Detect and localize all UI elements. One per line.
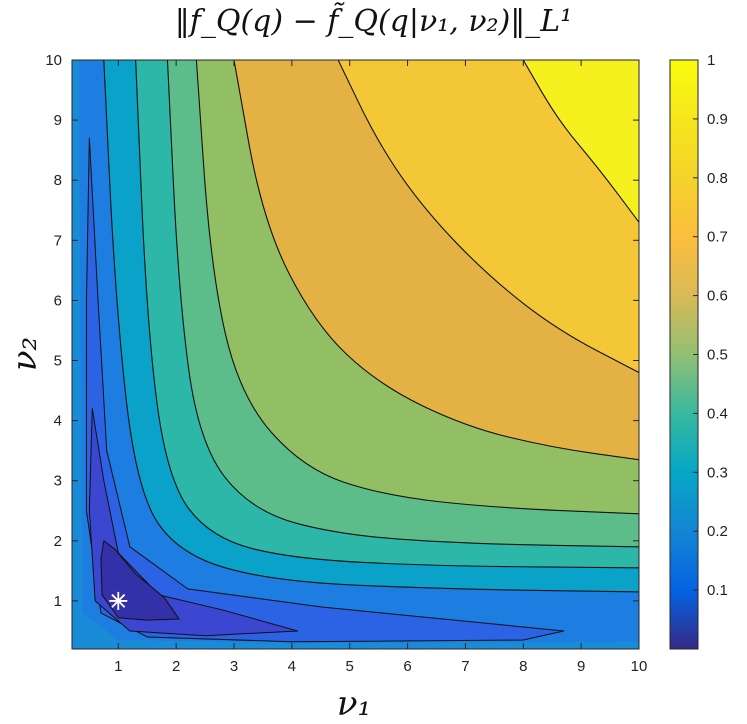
colorbar-tick-label: 0.2 bbox=[707, 523, 728, 540]
y-axis-ticks: 1 2 3 4 5 6 7 8 9 10 bbox=[45, 52, 639, 610]
contour-line bbox=[337, 60, 639, 374]
x-tick-label: 10 bbox=[631, 658, 648, 675]
colorbar-tick-label: 0.9 bbox=[707, 111, 728, 128]
colorbar-tick-label: 0.5 bbox=[707, 347, 728, 364]
contour-line bbox=[103, 60, 639, 593]
y-tick-label: 6 bbox=[54, 292, 62, 309]
y-tick-label: 5 bbox=[54, 353, 62, 370]
colorbar-tick-label: 0.7 bbox=[707, 229, 728, 246]
contour-band bbox=[338, 60, 639, 373]
contour-band bbox=[523, 60, 639, 223]
x-tick-label: 1 bbox=[114, 658, 122, 675]
contour-line bbox=[233, 60, 639, 461]
optimum-marker bbox=[109, 591, 128, 610]
marker-stroke bbox=[111, 593, 126, 608]
x-tick-label: 9 bbox=[577, 658, 585, 675]
y-tick-label: 2 bbox=[54, 533, 62, 550]
x-axis-ticks: 1 2 3 4 5 6 7 8 9 10 bbox=[114, 60, 647, 675]
colorbar-tick-label: 0.6 bbox=[707, 288, 728, 305]
x-tick-label: 3 bbox=[230, 658, 238, 675]
y-tick-label: 8 bbox=[54, 172, 62, 189]
contour-line bbox=[166, 60, 639, 548]
colorbar: 0.1 0.2 0.3 0.4 0.5 0.6 0.7 0.8 0.9 1 bbox=[669, 52, 728, 650]
x-tick-label: 6 bbox=[403, 658, 411, 675]
y-tick-label: 1 bbox=[54, 593, 62, 610]
contour-line bbox=[135, 60, 639, 569]
colorbar-ticks: 0.1 0.2 0.3 0.4 0.5 0.6 0.7 0.8 0.9 1 bbox=[693, 52, 728, 599]
contour-lines bbox=[103, 60, 639, 593]
colorbar-tick-label: 1 bbox=[707, 52, 715, 69]
y-tick-label: 9 bbox=[54, 112, 62, 129]
y-axis-label: ν₂ bbox=[5, 337, 45, 371]
contour-line bbox=[522, 60, 639, 223]
contour-line bbox=[195, 60, 639, 515]
y-tick-label: 10 bbox=[45, 52, 62, 69]
x-axis-label: ν₁ bbox=[337, 684, 371, 724]
x-tick-label: 4 bbox=[288, 658, 296, 675]
colorbar-tick-label: 0.8 bbox=[707, 170, 728, 187]
contour-bands bbox=[72, 60, 639, 649]
x-tick-label: 8 bbox=[519, 658, 527, 675]
x-tick-label: 2 bbox=[172, 658, 180, 675]
y-tick-label: 3 bbox=[54, 473, 62, 490]
colorbar-tick-label: 0.4 bbox=[707, 405, 728, 422]
y-tick-label: 4 bbox=[54, 413, 62, 430]
plot-area bbox=[71, 59, 640, 650]
y-tick-label: 7 bbox=[54, 232, 62, 249]
chart-title: ‖f_Q(q) − f̃_Q(q|ν₁, ν₂)‖_L¹ bbox=[174, 4, 573, 39]
colorbar-tick-label: 0.3 bbox=[707, 464, 728, 481]
plot-frame bbox=[71, 59, 640, 650]
colorbar-tick-label: 0.1 bbox=[707, 582, 728, 599]
x-tick-label: 5 bbox=[346, 658, 354, 675]
x-tick-label: 7 bbox=[461, 658, 469, 675]
